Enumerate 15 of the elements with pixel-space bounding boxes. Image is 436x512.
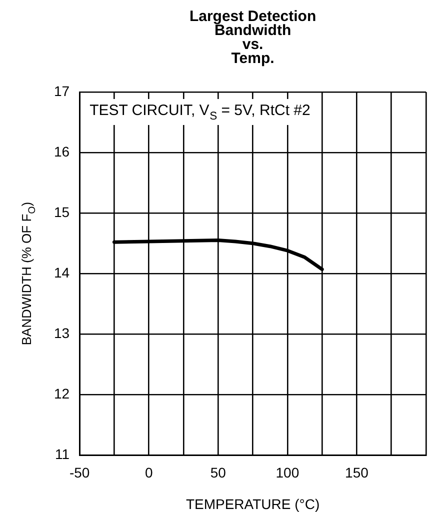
y-axis-title: BANDWIDTH (% OF FO) bbox=[19, 202, 38, 346]
chart-title: Largest Detection Bandwidth vs. Temp. bbox=[189, 8, 316, 68]
y-tick-label: 13 bbox=[54, 324, 70, 341]
x-axis-title: TEMPERATURE (°C) bbox=[186, 496, 320, 512]
y-tick-label: 12 bbox=[54, 386, 70, 402]
x-tick-label: 50 bbox=[210, 464, 226, 480]
y-tick-label: 16 bbox=[54, 143, 70, 160]
y-tick-label: 14 bbox=[54, 264, 70, 280]
x-tick-label: 0 bbox=[144, 464, 153, 480]
y-tick-label: 15 bbox=[54, 204, 70, 220]
y-tick-label: 11 bbox=[55, 446, 70, 462]
y-tick-label: 17 bbox=[54, 82, 70, 99]
x-tick-label: -50 bbox=[69, 464, 90, 480]
x-tick-label: 100 bbox=[276, 464, 300, 480]
x-tick-label: 150 bbox=[345, 464, 369, 480]
